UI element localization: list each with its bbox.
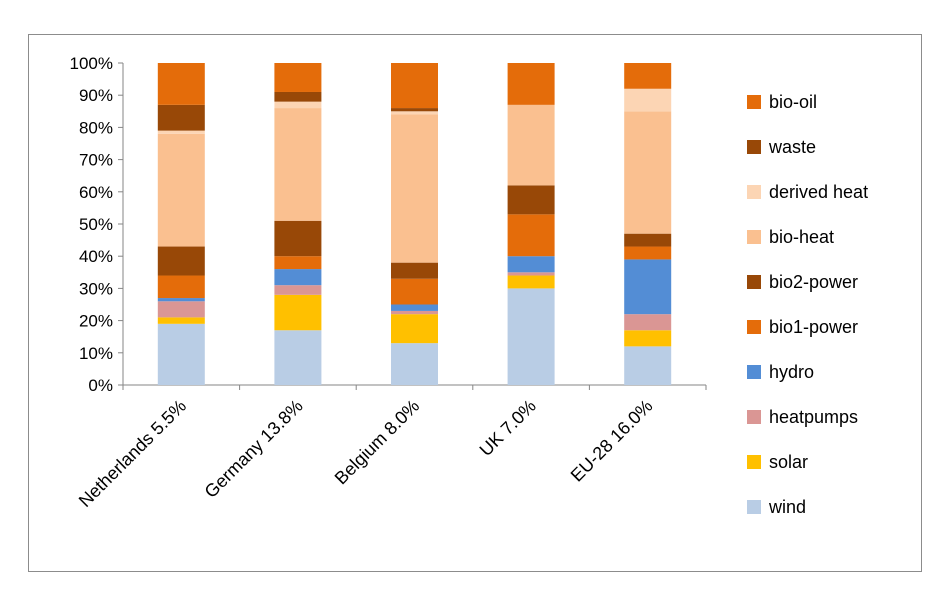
legend-swatch-bio1-power <box>747 320 761 334</box>
bar-segment-waste <box>274 91 322 102</box>
bar-segment-heatpumps <box>274 285 322 295</box>
bar-segment-bio-heat <box>274 108 322 221</box>
bar-segment-bio1-power <box>274 256 322 270</box>
y-tick-label: 90% <box>79 86 113 105</box>
bar-segment-solar <box>624 330 672 347</box>
bar-segment-hydro <box>507 256 555 273</box>
bar-segment-wind <box>274 330 322 385</box>
y-tick-label: 30% <box>79 279 113 298</box>
bar-segment-derived-heat <box>391 111 438 115</box>
legend-label-bio2-power: bio2-power <box>769 272 858 292</box>
category-label: Belgium 8.0% <box>331 396 424 489</box>
bar-segment-bio-heat <box>624 111 672 234</box>
legend-swatch-heatpumps <box>747 410 761 424</box>
legend-label-hydro: hydro <box>769 362 814 382</box>
bar-segment-wind <box>157 323 205 385</box>
bar-segment-bio2-power <box>507 185 555 215</box>
y-tick-label: 70% <box>79 151 113 170</box>
legend-swatch-waste <box>747 140 761 154</box>
category-label: EU-28 16.0% <box>567 396 657 486</box>
bar-segment-bio-heat <box>507 104 555 186</box>
legend-label-wind: wind <box>768 497 806 517</box>
bar-segment-bio2-power <box>274 220 322 257</box>
bar-segment-hydro <box>391 304 438 311</box>
bar-segment-heatpumps <box>157 301 205 318</box>
y-tick-label: 0% <box>88 376 113 395</box>
legend-swatch-hydro <box>747 365 761 379</box>
bar-segment-derived-heat <box>624 88 672 112</box>
legend-swatch-derived-heat <box>747 185 761 199</box>
bar-segment-solar <box>157 317 205 324</box>
bar-segment-heatpumps <box>507 272 555 276</box>
category-label: UK 7.0% <box>476 396 540 460</box>
bar-segment-bio1-power <box>157 275 205 299</box>
bar-segment-waste <box>157 104 205 131</box>
legend-swatch-bio-oil <box>747 95 761 109</box>
legend-label-bio1-power: bio1-power <box>769 317 858 337</box>
category-label: Netherlands 5.5% <box>75 396 190 511</box>
bar-segment-heatpumps <box>624 314 672 331</box>
stacked-bar-chart: 0% 10% 20% 30% 40% 50% 60% 70% 80% 90% 100% Netherl… <box>70 54 869 517</box>
chart-frame: 0% 10% 20% 30% 40% 50% 60% 70% 80% 90% 100% Netherl… <box>28 34 922 572</box>
bar-segment-bio2-power <box>391 262 438 279</box>
y-tick-label: 60% <box>79 183 113 202</box>
bar-segment-derived-heat <box>274 101 322 109</box>
y-tick-label: 10% <box>79 344 113 363</box>
bar-segment-bio-oil <box>507 63 555 105</box>
bar-segment-hydro <box>274 269 322 286</box>
bar-segment-hydro <box>157 298 205 302</box>
legend-swatch-wind <box>747 500 761 514</box>
category-label: Germany 13.8% <box>201 396 307 502</box>
bar-segment-heatpumps <box>391 310 438 315</box>
legend-label-bio-oil: bio-oil <box>769 92 817 112</box>
bar-segment-bio-oil <box>157 63 205 105</box>
legend-label-heatpumps: heatpumps <box>769 407 858 427</box>
bar-segment-wind <box>391 343 438 385</box>
bar-segment-bio2-power <box>157 246 205 276</box>
legend-label-waste: waste <box>768 137 816 157</box>
bar-segment-derived-heat <box>157 130 205 134</box>
bar-segment-bio1-power <box>391 278 438 305</box>
y-tick-label: 20% <box>79 312 113 331</box>
y-tick-label: 40% <box>79 247 113 266</box>
legend-label-solar: solar <box>769 452 808 472</box>
legend-swatch-bio2-power <box>747 275 761 289</box>
bar-segment-bio-heat <box>391 114 438 263</box>
legend-swatch-solar <box>747 455 761 469</box>
legend-label-bio-heat: bio-heat <box>769 227 834 247</box>
bar-segment-solar <box>391 314 438 344</box>
bar-segment-bio1-power <box>507 214 555 257</box>
bar-segment-wind <box>624 346 672 385</box>
legend-label-derived-heat: derived heat <box>769 182 868 202</box>
bar-segment-bio-oil <box>391 63 438 109</box>
y-tick-label: 100% <box>70 54 113 73</box>
bar-segment-bio-heat <box>157 133 205 247</box>
bar-segment-wind <box>507 288 555 385</box>
bar-segment-hydro <box>624 259 672 315</box>
y-tick-label: 50% <box>79 215 113 234</box>
bar-segment-bio-oil <box>274 63 322 92</box>
bar-segment-bio1-power <box>624 246 672 260</box>
bar-segment-solar <box>507 275 555 289</box>
bar-segment-solar <box>274 294 322 331</box>
y-tick-label: 80% <box>79 118 113 137</box>
bar-segment-bio2-power <box>624 233 672 247</box>
bar-segment-waste <box>391 108 438 112</box>
legend-swatch-bio-heat <box>747 230 761 244</box>
bar-segment-bio-oil <box>624 63 672 89</box>
